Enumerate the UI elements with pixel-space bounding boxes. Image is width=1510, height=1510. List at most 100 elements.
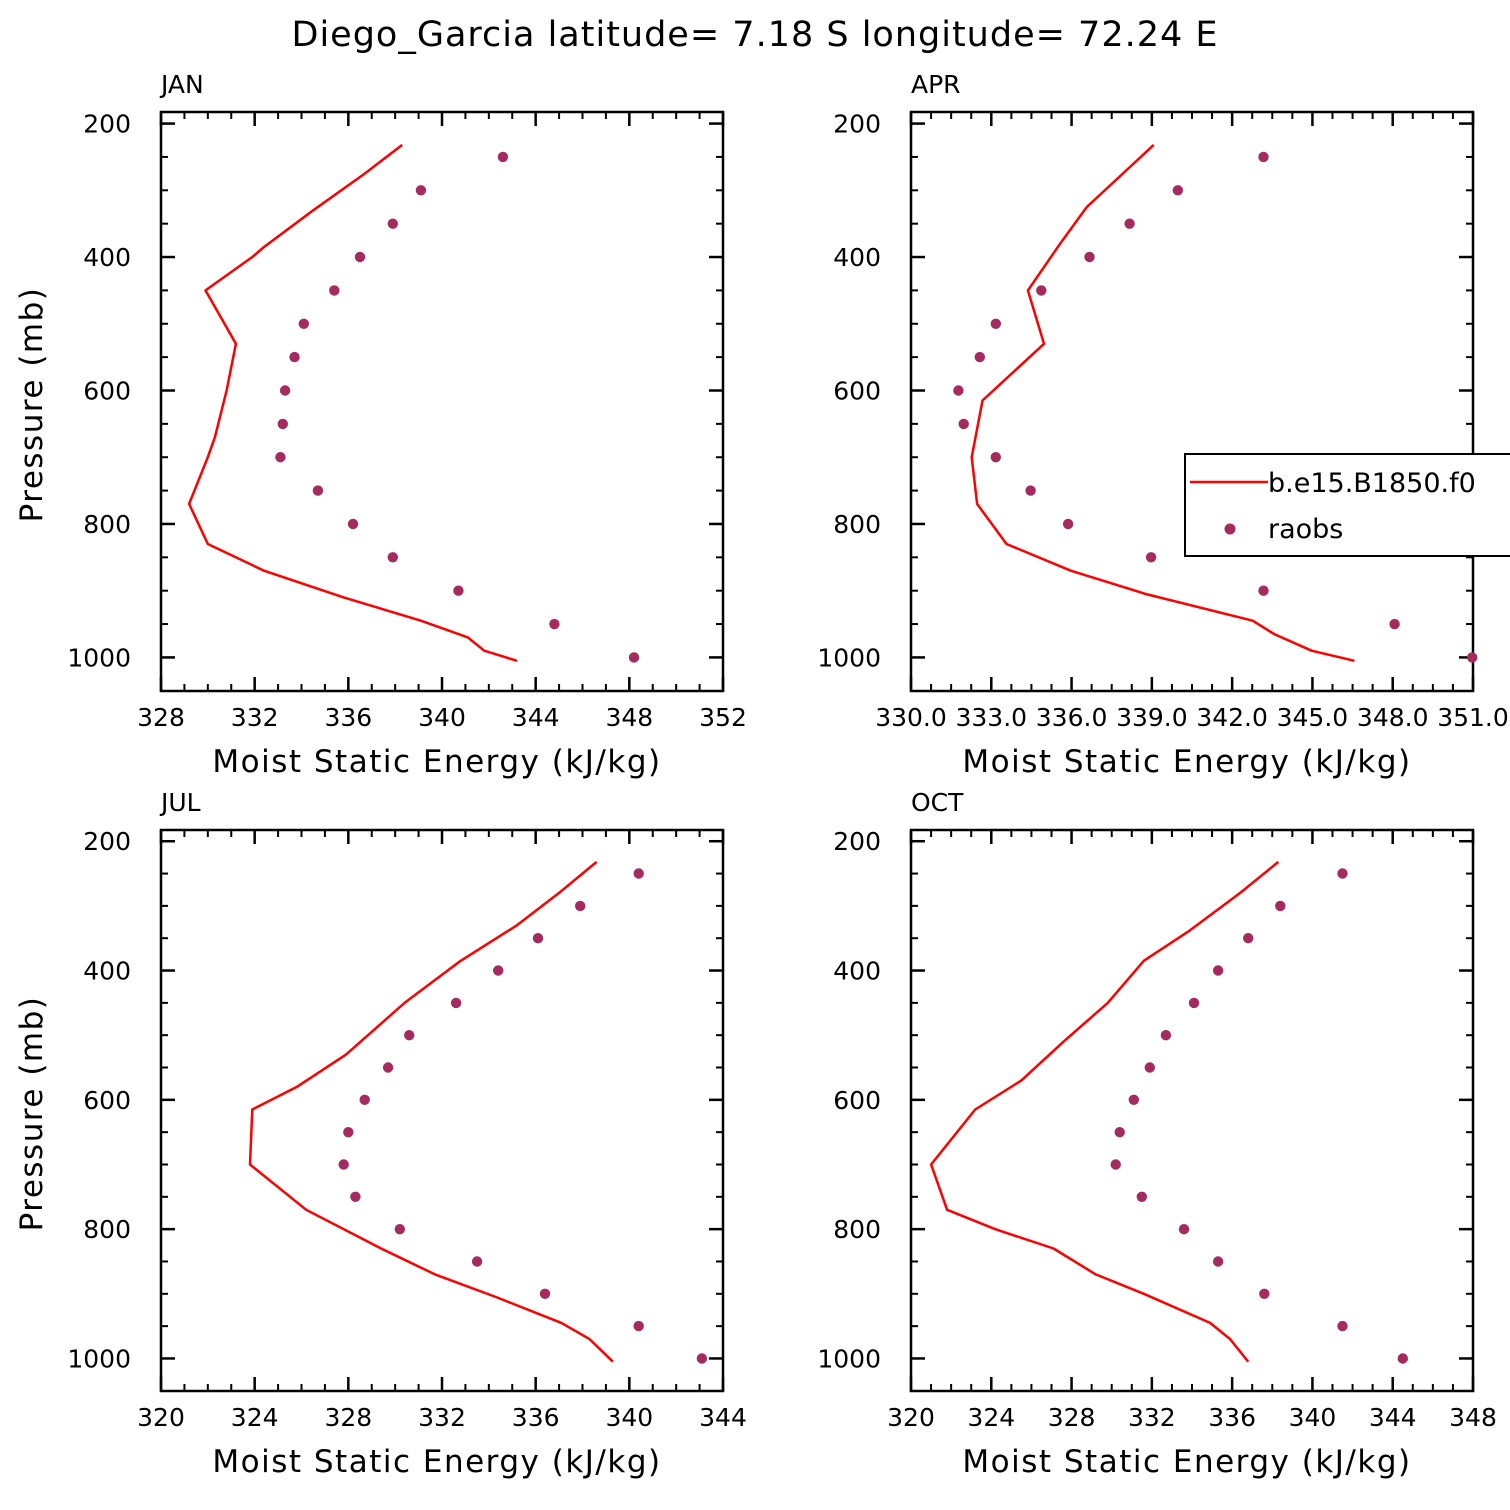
- panel-jan: JAN 328 332 336 340 344 348 352 200 400 600 800 1000…: [14, 70, 747, 780]
- raobs-point: [1188, 997, 1200, 1009]
- raobs-point: [1178, 1224, 1190, 1235]
- x-tick-label: 340: [1289, 1403, 1337, 1432]
- raobs-point: [493, 965, 504, 976]
- y-tick-label: 400: [833, 957, 881, 986]
- x-tick-label: 332: [231, 703, 279, 732]
- raobs-point: [1258, 151, 1269, 163]
- raobs-point: [453, 585, 464, 596]
- x-tick-label: 352: [699, 703, 747, 732]
- x-tick-label: 339.0: [1116, 703, 1188, 732]
- x-tick-label: 340: [605, 1403, 653, 1432]
- x-tick-label: 324: [967, 1403, 1015, 1432]
- y-tick-label: 800: [83, 510, 131, 539]
- y-tick-label: 600: [833, 1086, 881, 1115]
- plot-frame-apr: [909, 110, 1475, 693]
- raobs-point: [382, 1062, 394, 1073]
- panel-apr: APR 330.0 333.0 336.0 339.0 342.0 345.0 348.0 35…: [817, 70, 1508, 780]
- raobs-point: [312, 485, 324, 496]
- panel-oct: OCT 320 324 328 332 336 340 344 348 200 400 600 800 1…: [817, 788, 1496, 1480]
- y-axis-label-jul: Pressure (mb): [14, 996, 50, 1232]
- raobs-point: [1258, 585, 1269, 596]
- raobs-point: [953, 385, 964, 396]
- raobs-point: [1212, 965, 1224, 976]
- raobs-point: [974, 351, 985, 363]
- raobs-point: [354, 251, 366, 263]
- y-tick-label: 200: [833, 827, 881, 856]
- y-tick-label: 1000: [67, 643, 131, 672]
- raobs-point: [387, 218, 398, 229]
- raobs-point: [350, 1191, 361, 1203]
- legend-obs-marker: [1224, 523, 1236, 535]
- raobs-point: [575, 900, 586, 912]
- x-tick-label: 344: [512, 703, 560, 732]
- panels: JAN 328 332 336 340 344 348 352 200 400 600 800 1000…: [14, 70, 1509, 1480]
- raobs-point: [1124, 218, 1135, 229]
- raobs-point: [1145, 552, 1157, 563]
- y-axis-label-jan: Pressure (mb): [14, 287, 50, 523]
- x-tick-label: 328: [324, 1403, 372, 1432]
- raobs-point: [471, 1256, 483, 1267]
- raobs-point: [1144, 1062, 1156, 1073]
- raobs-point: [1128, 1094, 1140, 1106]
- y-tick-label: 800: [833, 1215, 881, 1244]
- panel-label-jul: JUL: [159, 788, 201, 817]
- x-tick-label: 320: [137, 1403, 185, 1432]
- raobs-point: [298, 318, 309, 329]
- raobs-point: [1212, 1256, 1224, 1267]
- legend-obs-label: raobs: [1268, 514, 1343, 545]
- x-tick-label: 328: [1048, 1403, 1096, 1432]
- panel-jul: JUL 320 324 328 332 336 340 344 200 400 600 800 1000…: [14, 788, 747, 1480]
- raobs-point: [1084, 251, 1095, 263]
- plot-frame-jul: [159, 828, 725, 1393]
- y-tick-label: 400: [83, 957, 131, 986]
- raobs-point: [415, 185, 427, 196]
- raobs-point: [497, 151, 509, 163]
- legend-model-label: b.e15.B1850.f0: [1268, 468, 1476, 499]
- raobs-point: [387, 552, 398, 563]
- raobs-point: [289, 351, 300, 363]
- raobs-point: [633, 868, 644, 879]
- figure-title: Diego_Garcia latitude= 7.18 S longitude=…: [292, 15, 1219, 55]
- raobs-point: [338, 1159, 349, 1170]
- raobs-point: [394, 1224, 405, 1235]
- x-tick-label: 332: [1128, 1403, 1176, 1432]
- raobs-point: [1110, 1159, 1121, 1170]
- raobs-point: [990, 318, 1001, 329]
- raobs-point: [628, 652, 640, 663]
- raobs-point: [279, 385, 291, 396]
- y-tick-label: 200: [83, 110, 131, 139]
- x-tick-label: 351.0: [1437, 703, 1509, 732]
- x-tick-label: 344: [699, 1403, 747, 1432]
- raobs-point: [1389, 618, 1400, 630]
- y-tick-label: 1000: [817, 1344, 881, 1373]
- x-tick-label: 336: [512, 1403, 560, 1432]
- x-tick-label: 345.0: [1277, 703, 1349, 732]
- panel-label-apr: APR: [911, 70, 961, 99]
- x-tick-label: 336.0: [1036, 703, 1108, 732]
- raobs-point: [1467, 652, 1478, 663]
- model-line-apr: [970, 143, 1355, 663]
- x-tick-label: 344: [1369, 1403, 1417, 1432]
- raobs-point: [696, 1353, 708, 1364]
- y-tick-label: 600: [83, 376, 131, 405]
- raobs-point: [1337, 868, 1348, 879]
- x-tick-label: 340: [418, 703, 466, 732]
- model-line-jan: [187, 143, 518, 662]
- raobs-point: [329, 285, 340, 296]
- y-tick-label: 1000: [67, 1344, 131, 1373]
- raobs-point: [347, 518, 359, 530]
- x-tick-label: 332: [418, 1403, 466, 1432]
- raobs-point: [532, 933, 544, 944]
- model-line-jul: [248, 860, 614, 1363]
- x-axis-label-jul: Moist Static Energy (kJ/kg): [212, 1444, 661, 1480]
- x-tick-label: 336: [324, 703, 372, 732]
- raobs-point: [1062, 518, 1074, 530]
- panel-label-jan: JAN: [159, 70, 204, 99]
- y-tick-label: 200: [833, 110, 881, 139]
- raobs-point: [450, 997, 462, 1009]
- x-tick-label: 324: [231, 1403, 279, 1432]
- legend: b.e15.B1850.f0 raobs: [1184, 453, 1510, 557]
- x-tick-label: 328: [137, 703, 185, 732]
- raobs-point: [1172, 185, 1184, 196]
